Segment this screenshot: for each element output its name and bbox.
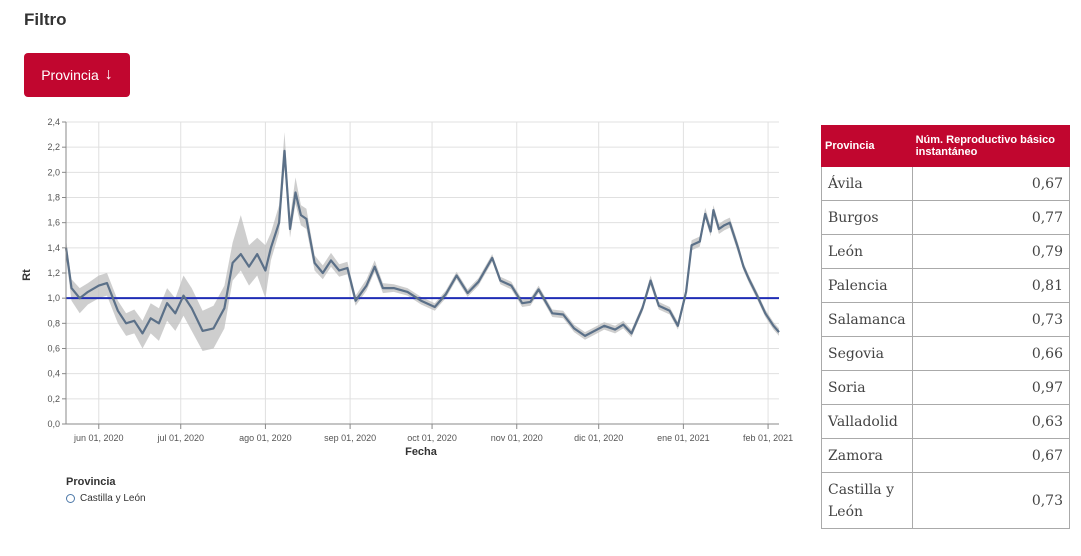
table-row: Palencia 0,81 [821, 268, 1071, 303]
x-tick-label: oct 01, 2020 [407, 433, 457, 443]
provincia-filter-button[interactable]: Provincia ↓ [24, 53, 130, 97]
table-row: Valladolid 0,63 [821, 404, 1071, 439]
table-row: Burgos 0,77 [821, 200, 1071, 235]
table-row: Zamora 0,67 [821, 438, 1071, 473]
cell-rt-value: 0,67 [911, 166, 1071, 201]
table-row: Soria 0,97 [821, 370, 1071, 405]
x-tick-label: feb 01, 2021 [743, 433, 793, 443]
cell-rt-value: 0,77 [911, 200, 1071, 235]
y-tick-label: 1,8 [47, 193, 60, 203]
x-tick-label: dic 01, 2020 [574, 433, 623, 443]
x-axis-label: Fecha [405, 446, 438, 458]
legend-item[interactable]: Castilla y León [66, 493, 146, 504]
column-header-rt[interactable]: Núm. Reproductivo básico instantáneo [911, 125, 1071, 167]
y-tick-label: 1,4 [47, 243, 60, 253]
chart-grid [66, 121, 779, 425]
series-line-castilla-y-leon [64, 149, 780, 337]
cell-rt-value: 0,67 [911, 438, 1071, 473]
table-header-row: Provincia Núm. Reproductivo básico insta… [821, 125, 1071, 167]
y-tick-label: 2,4 [47, 117, 60, 127]
cell-rt-value: 0,63 [911, 404, 1071, 439]
x-tick-label: nov 01, 2020 [491, 433, 543, 443]
y-tick-label: 1,2 [47, 268, 60, 278]
confidence-band [66, 132, 779, 351]
cell-rt-value: 0,73 [911, 302, 1071, 337]
cell-provincia: Castilla y León [821, 472, 913, 529]
table-row: Castilla y León 0,73 [821, 472, 1071, 529]
provincia-filter-label: Provincia [41, 67, 99, 83]
y-tick-label: 0,0 [47, 419, 60, 429]
cell-provincia: Palencia [821, 268, 913, 303]
x-tick-label: ago 01, 2020 [239, 433, 292, 443]
table-row: Ávila 0,67 [821, 166, 1071, 201]
x-tick-label: jun 01, 2020 [73, 433, 124, 443]
cell-provincia: Soria [821, 370, 913, 405]
cell-rt-value: 0,79 [911, 234, 1071, 269]
legend-circle-icon [66, 494, 75, 503]
cell-provincia: León [821, 234, 913, 269]
y-tick-label: 2,2 [47, 142, 60, 152]
rt-table: Provincia Núm. Reproductivo básico insta… [821, 125, 1071, 529]
cell-provincia: Segovia [821, 336, 913, 371]
cell-provincia: Salamanca [821, 302, 913, 337]
rt-line-chart: 0,0 0,2 0,4 0,6 0,8 1,0 1,2 1,4 1,6 1,8 2,0 2,2 2,4 j… [21, 117, 793, 458]
x-tick-label: ene 01, 2021 [657, 433, 710, 443]
legend-item-label: Castilla y León [80, 493, 146, 504]
x-tick-label: sep 01, 2020 [324, 433, 376, 443]
page-title: Filtro [24, 10, 67, 29]
cell-provincia: Zamora [821, 438, 913, 473]
cell-rt-value: 0,73 [911, 472, 1071, 529]
y-tick-label: 1,0 [47, 293, 60, 303]
cell-provincia: Burgos [821, 200, 913, 235]
chart-legend: Provincia Castilla y León [66, 476, 146, 504]
cell-rt-value: 0,97 [911, 370, 1071, 405]
table-row: León 0,79 [821, 234, 1071, 269]
cell-rt-value: 0,81 [911, 268, 1071, 303]
x-tick-label: jul 01, 2020 [156, 433, 204, 443]
cell-provincia: Valladolid [821, 404, 913, 439]
y-tick-label: 0,8 [47, 318, 60, 328]
table-row: Segovia 0,66 [821, 336, 1071, 371]
cell-provincia: Ávila [821, 166, 913, 201]
column-header-provincia[interactable]: Provincia [821, 125, 913, 167]
y-tick-label: 0,4 [47, 369, 60, 379]
table-row: Salamanca 0,73 [821, 302, 1071, 337]
chart-axes: 0,0 0,2 0,4 0,6 0,8 1,0 1,2 1,4 1,6 1,8 2,0 2,2 2,4 j… [47, 117, 793, 443]
cell-rt-value: 0,66 [911, 336, 1071, 371]
y-tick-label: 0,6 [47, 344, 60, 354]
y-tick-label: 0,2 [47, 394, 60, 404]
arrow-down-icon: ↓ [104, 66, 113, 83]
y-tick-label: 1,6 [47, 218, 60, 228]
y-axis-label: Rt [21, 269, 33, 281]
legend-title: Provincia [66, 476, 116, 488]
y-tick-label: 2,0 [47, 167, 60, 177]
